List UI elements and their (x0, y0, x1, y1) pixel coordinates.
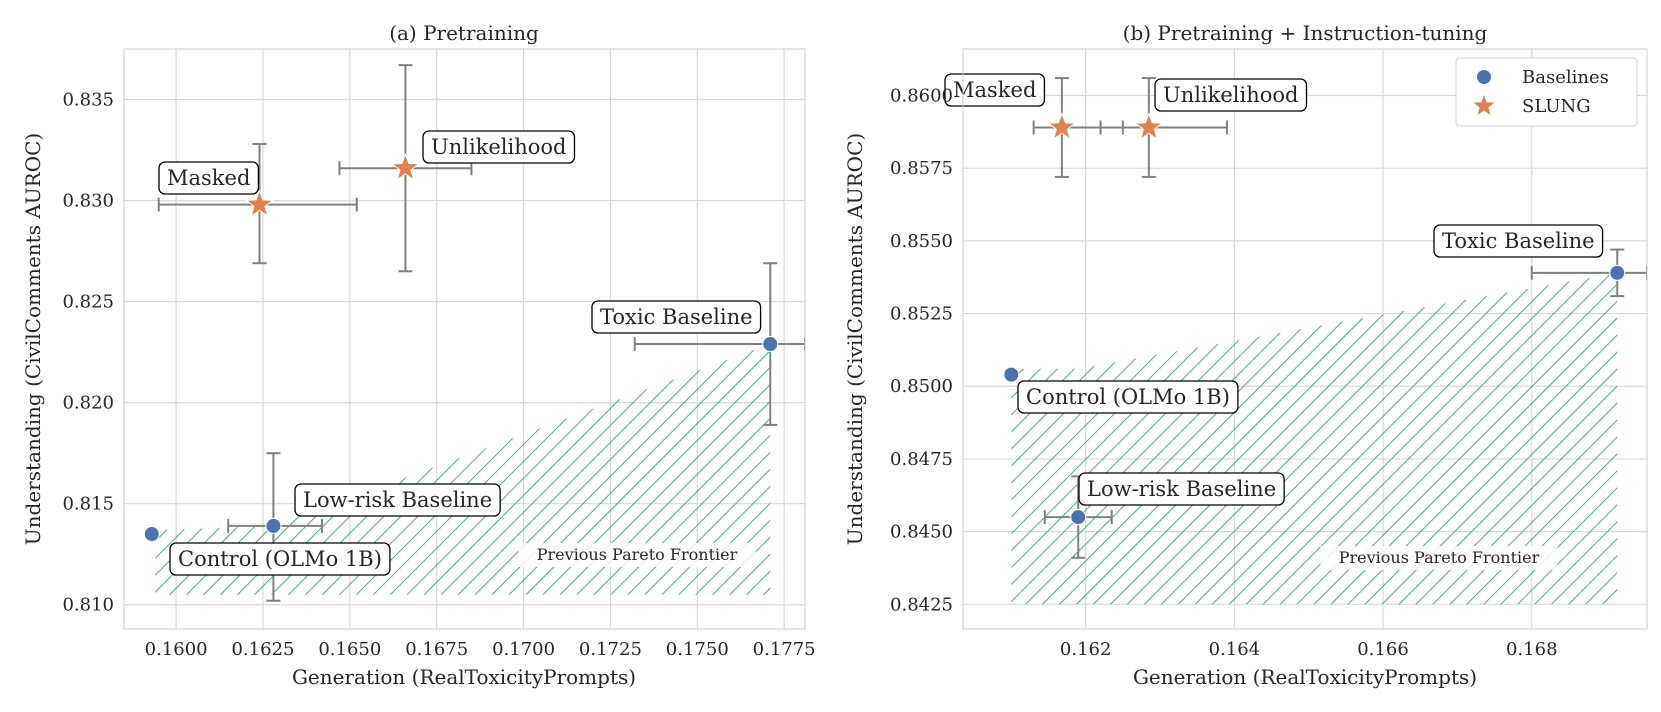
x-tick-label: 0.1650 (318, 639, 381, 660)
x-tick-label: 0.1700 (492, 639, 555, 660)
y-tick-label: 0.830 (62, 191, 114, 212)
annotation-box (169, 542, 391, 576)
panel-a-frontier-label-bg (518, 543, 756, 567)
panel-a-annotation-unlikelihood: Unlikelihood (422, 130, 576, 164)
panel-a-y-axis-label: Understanding (CivilComments AUROC) (21, 133, 45, 545)
slung-star-marker (244, 189, 275, 218)
panel-a-annotation-masked: Masked (158, 161, 260, 195)
annotation-masked-label: Masked (953, 78, 1036, 102)
annotation-low-risk-label: Low-risk Baseline (1087, 477, 1276, 501)
panel-b-y-ticks: 0.8425 0.8450 0.8475 0.8500 0.8525 0.8550 0.85… (890, 86, 953, 616)
panel-b-annotation-unlikelihood: Unlikelihood (1154, 78, 1308, 112)
legend-box (1455, 57, 1638, 127)
y-tick-label: 0.8525 (890, 304, 953, 325)
y-tick-label: 0.815 (62, 494, 114, 515)
y-tick-label: 0.835 (62, 90, 114, 111)
panel-b-annotation-masked: Masked (944, 73, 1046, 107)
annotation-control-label: Control (OLMo 1B) (1026, 385, 1230, 409)
x-tick-label: 0.1625 (231, 639, 294, 660)
panel-b-annotations: Control (OLMo 1B) Low-risk Baseline Toxi… (944, 73, 1604, 506)
annotation-box (591, 300, 762, 334)
legend-slung-label: SLUNG (1522, 96, 1591, 117)
panel-a-annotation-low-risk: Low-risk Baseline (294, 483, 501, 517)
panel-a-annotation-toxic: Toxic Baseline (591, 300, 762, 334)
legend: Baselines SLUNG (1455, 57, 1638, 127)
legend-baselines-marker (1477, 70, 1491, 84)
slung-star-marker (1047, 112, 1077, 140)
y-tick-label: 0.8600 (890, 86, 953, 107)
y-tick-label: 0.8500 (890, 376, 953, 397)
annotation-box (422, 130, 576, 164)
x-tick-label: 0.1600 (145, 639, 208, 660)
panel-a: (a) Pretraining Previous Pareto Frontier… (21, 21, 816, 689)
annotation-unlikelihood-label: Unlikelihood (1163, 83, 1299, 107)
legend-baselines-label: Baselines (1522, 67, 1609, 88)
annotation-toxic-label: Toxic Baseline (1442, 229, 1595, 253)
y-tick-label: 0.8550 (890, 231, 953, 252)
annotation-control-label: Control (OLMo 1B) (178, 547, 382, 571)
panel-a-x-axis-label: Generation (RealToxicityPrompts) (292, 665, 636, 689)
slung-star-marker (390, 152, 421, 181)
annotation-box (1433, 224, 1604, 258)
panel-b-points (1003, 112, 1626, 526)
annotation-unlikelihood-label: Unlikelihood (431, 135, 567, 159)
x-tick-label: 0.164 (1209, 639, 1261, 660)
legend-slung-marker (1473, 95, 1495, 115)
panel-b-x-axis-label: Generation (RealToxicityPrompts) (1133, 665, 1477, 689)
annotation-low-risk-label: Low-risk Baseline (303, 488, 492, 512)
x-tick-label: 0.168 (1506, 639, 1558, 660)
panel-a-x-ticks: 0.1600 0.1625 0.1650 0.1675 0.1700 0.1725 0.17… (145, 639, 816, 660)
panel-b-y-axis-label: Understanding (CivilComments AUROC) (843, 133, 867, 545)
panel-b-annotation-control: Control (OLMo 1B) (1017, 380, 1239, 414)
x-tick-label: 0.1675 (405, 639, 468, 660)
panel-b-x-ticks: 0.162 0.164 0.166 0.168 (1060, 639, 1558, 660)
panel-b-frontier-label: Previous Pareto Frontier (1339, 548, 1540, 567)
panel-a-annotations: Control (OLMo 1B) Low-risk Baseline Toxi… (158, 130, 762, 576)
x-tick-label: 0.162 (1060, 639, 1112, 660)
annotation-box (1078, 472, 1285, 506)
panel-a-pareto-frontier-region (155, 344, 771, 595)
annotation-toxic-label: Toxic Baseline (600, 305, 753, 329)
panel-b-frame (962, 48, 1648, 630)
panel-b-pareto-frontier-region (1011, 272, 1618, 605)
panel-a-points (143, 152, 779, 543)
annotation-box (294, 483, 501, 517)
panel-b-frontier-label-bg (1320, 546, 1558, 570)
y-tick-label: 0.825 (62, 292, 114, 313)
annotation-masked-label: Masked (167, 166, 250, 190)
panel-a-annotation-control: Control (OLMo 1B) (169, 542, 391, 576)
baseline-point (265, 517, 282, 534)
y-tick-label: 0.8475 (890, 449, 953, 470)
y-tick-label: 0.810 (62, 595, 114, 616)
y-tick-label: 0.8425 (890, 594, 953, 615)
x-tick-label: 0.1775 (753, 639, 816, 660)
x-tick-label: 0.166 (1357, 639, 1409, 660)
panel-a-frame (123, 48, 806, 630)
baseline-point (1609, 264, 1626, 281)
annotation-box (1154, 78, 1308, 112)
y-tick-label: 0.8575 (890, 158, 953, 179)
y-tick-label: 0.8450 (890, 522, 953, 543)
panel-b: (b) Pretraining + Instruction-tuning Pre… (843, 21, 1648, 689)
panel-a-title: (a) Pretraining (389, 21, 539, 45)
panel-b-errorbars (1032, 77, 1647, 559)
y-tick-label: 0.820 (62, 393, 114, 414)
annotation-box (158, 161, 260, 195)
annotation-box (944, 73, 1046, 107)
baseline-point (1070, 509, 1087, 526)
panel-a-y-ticks: 0.810 0.815 0.820 0.825 0.830 0.835 (62, 90, 114, 616)
baseline-point (762, 336, 779, 353)
panel-b-annotation-toxic: Toxic Baseline (1433, 224, 1604, 258)
slung-star-marker (1134, 112, 1164, 140)
panel-b-title: (b) Pretraining + Instruction-tuning (1123, 21, 1488, 45)
x-tick-label: 0.1725 (579, 639, 642, 660)
annotation-box (1017, 380, 1239, 414)
baseline-point (1003, 366, 1020, 383)
panel-a-frontier-label: Previous Pareto Frontier (537, 545, 738, 564)
x-tick-label: 0.1750 (666, 639, 729, 660)
panel-b-annotation-low-risk: Low-risk Baseline (1078, 472, 1285, 506)
baseline-point (143, 526, 160, 543)
